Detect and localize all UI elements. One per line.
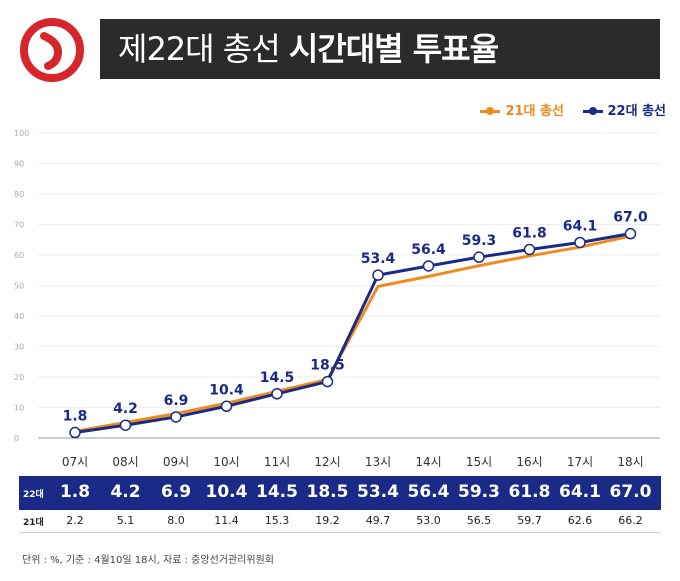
y-tick-label: 40 <box>14 312 24 321</box>
chart-legend: 21대 총선 22대 총선 <box>466 100 666 119</box>
x-tick-label: 07시 <box>62 455 88 469</box>
legend-label-21: 21대 총선 <box>505 104 564 119</box>
data-point-22 <box>220 400 233 413</box>
data-point-22 <box>624 227 637 240</box>
x-tick-label: 17시 <box>567 455 593 469</box>
legend-swatch-21 <box>480 107 501 115</box>
data-label-22: 6.9 <box>164 393 189 409</box>
table-cell-22: 10.4 <box>205 482 248 502</box>
data-label-22: 4.2 <box>113 401 138 417</box>
data-point-22 <box>119 419 132 431</box>
y-tick-label: 50 <box>14 282 24 291</box>
table-cell-21: 19.2 <box>315 514 340 527</box>
data-label-22: 61.8 <box>512 226 547 242</box>
table-cell-21: 49.7 <box>365 514 391 527</box>
data-label-22: 56.4 <box>411 242 446 258</box>
data-label-22: 67.0 <box>613 210 648 226</box>
page-title: 제22대 총선 시간대별 투표율 <box>118 19 499 79</box>
title-bar: 제22대 총선 시간대별 투표율 <box>100 19 660 79</box>
data-point-22 <box>372 269 384 281</box>
y-tick-label: 10 <box>14 404 24 413</box>
y-tick-label: 0 <box>14 434 19 443</box>
table-cell-22: 14.5 <box>256 482 298 502</box>
table-cell-22: 61.8 <box>508 482 551 502</box>
table-cell-21: 56.5 <box>466 514 492 527</box>
x-tick-label: 16시 <box>516 455 542 469</box>
table-cell-22: 18.5 <box>306 482 349 502</box>
data-label-22: 18.5 <box>310 358 345 374</box>
table-cell-21: 2.2 <box>66 514 84 527</box>
footnote: 단위 : %, 기준 : 4월10일 18시, 자료 : 중앙선거관리위원회 <box>22 555 274 566</box>
data-label-22: 59.3 <box>462 233 497 249</box>
legend-item-21: 21대 총선 <box>480 100 564 119</box>
table-cell-21: 15.3 <box>264 514 290 527</box>
data-point-22 <box>523 243 536 256</box>
data-label-22: 14.5 <box>260 370 295 386</box>
table-cell-21: 11.4 <box>214 514 239 527</box>
x-tick-label: 14시 <box>415 455 441 469</box>
table-cell-21: 66.2 <box>618 514 643 527</box>
y-tick-label: 20 <box>14 373 24 382</box>
data-point-22 <box>271 388 283 400</box>
title-light: 제22대 총선 <box>118 30 281 68</box>
x-tick-label: 18시 <box>617 455 643 469</box>
data-label-22: 10.4 <box>209 382 244 398</box>
x-tick-label: 11시 <box>264 455 290 469</box>
row-label-21: 21대 <box>23 518 44 528</box>
x-tick-label: 15시 <box>466 455 492 469</box>
x-tick-label: 13시 <box>365 455 391 469</box>
table-row-22: 22대 1.8 4.2 6.9 10.4 14.5 18.5 53.4 56.4 59.3 61.… <box>19 476 661 510</box>
x-tick-label: 12시 <box>314 455 340 469</box>
legend-label-22: 22대 총선 <box>607 104 667 119</box>
x-tick-label: 09시 <box>163 455 189 469</box>
data-label-22: 64.1 <box>563 218 598 234</box>
y-tick-label: 30 <box>14 343 24 352</box>
data-point-22 <box>473 251 485 263</box>
table-cell-22: 4.2 <box>110 482 141 502</box>
y-tick-label: 90 <box>14 160 24 169</box>
table-cell-22: 59.3 <box>458 482 500 502</box>
legend-swatch-22 <box>582 107 603 115</box>
data-label-22: 1.8 <box>63 409 88 425</box>
table-cell-21: 59.7 <box>517 514 542 527</box>
table-row-21: 21대 2.2 5.1 8.0 11.4 15.3 19.2 49.7 53.0 56.5 59.… <box>19 510 661 533</box>
table-cell-22: 6.9 <box>160 482 192 502</box>
row-label-22: 22대 <box>23 490 44 500</box>
table-cell-21: 53.0 <box>416 514 441 527</box>
data-point-22 <box>321 375 334 388</box>
y-tick-label: 100 <box>14 129 29 138</box>
table-cell-22: 64.1 <box>559 482 601 502</box>
x-tick-label: 08시 <box>112 455 138 469</box>
y-tick-label: 80 <box>14 190 24 199</box>
data-point-22 <box>69 426 81 439</box>
data-point-22 <box>574 236 586 249</box>
x-tick-label: 10시 <box>213 455 239 469</box>
turnout-line-chart: 0 10 20 30 40 50 60 70 80 90 100 07시 08시 09시 10시 11시 12시… <box>14 129 660 469</box>
title-bold: 시간대별 투표율 <box>288 30 499 68</box>
vote-stamp-icon <box>20 18 84 82</box>
data-point-22 <box>170 411 182 423</box>
y-tick-label: 60 <box>14 251 24 260</box>
table-cell-21: 8.0 <box>167 514 185 527</box>
y-tick-label: 70 <box>14 221 24 230</box>
data-point-22 <box>422 260 435 272</box>
data-label-22: 53.4 <box>361 251 396 267</box>
table-cell-22: 1.8 <box>59 482 91 502</box>
series-line-21 <box>74 234 631 433</box>
table-cell-21: 62.6 <box>567 514 593 527</box>
series-line-22 <box>74 232 631 434</box>
table-cell-21: 5.1 <box>116 514 135 527</box>
table-cell-22: 56.4 <box>407 482 450 502</box>
table-cell-22: 53.4 <box>357 482 399 502</box>
legend-item-22: 22대 총선 <box>582 100 667 119</box>
table-cell-22: 67.0 <box>609 482 652 502</box>
